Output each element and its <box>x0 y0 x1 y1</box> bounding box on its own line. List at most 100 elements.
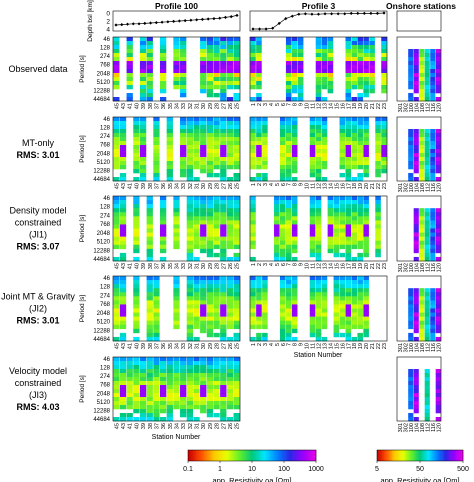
heatmap-cell <box>256 125 262 130</box>
heatmap-cell <box>279 220 286 225</box>
period-axis-label: Period [s] <box>79 295 86 323</box>
station-tick-label: 26 <box>228 183 234 189</box>
colorbar-swatch <box>429 450 432 461</box>
heatmap-cell <box>369 49 375 54</box>
heatmap-cell <box>279 236 286 241</box>
heatmap-cell <box>345 328 352 334</box>
heatmap-cell <box>200 224 207 229</box>
heatmap-frame <box>396 36 442 102</box>
heatmap-cell <box>375 125 381 130</box>
heatmap-cell <box>213 77 220 82</box>
station-tick-label: 104 <box>414 183 420 192</box>
heatmap-cell <box>180 409 187 414</box>
heatmap-cell <box>357 41 363 46</box>
heatmap-cell <box>309 332 316 338</box>
heatmap-cell <box>315 53 322 58</box>
period-tick-label: 274 <box>100 54 111 60</box>
heatmap-cell <box>351 300 358 305</box>
heatmap-cell <box>408 296 414 301</box>
heatmap-cell <box>435 137 441 142</box>
station-tick-label: 13 <box>322 103 328 109</box>
heatmap-cell <box>200 81 207 86</box>
heatmap-cell <box>435 409 441 414</box>
heatmap-cell <box>206 57 214 62</box>
heatmap-cell <box>430 232 436 237</box>
station-tick-label: 108 <box>420 263 426 272</box>
heatmap-cell <box>413 53 419 58</box>
heatmap-cell <box>327 41 334 46</box>
station-tick-label: 23 <box>382 263 388 269</box>
heatmap-cell <box>173 57 180 62</box>
heatmap-cell <box>220 300 227 305</box>
heatmap-cell <box>291 49 298 54</box>
heatmap-cell <box>309 240 316 246</box>
station-tick-label: 2 <box>257 263 263 266</box>
heatmap-cell <box>408 389 414 394</box>
station-tick-label: 21 <box>370 103 376 109</box>
heatmap-cell <box>250 216 256 221</box>
heatmap-cell <box>357 121 363 126</box>
heatmap-cell <box>321 45 328 50</box>
heatmap-cell <box>435 81 441 86</box>
heatmap-cell <box>126 41 133 46</box>
heatmap-cell <box>339 324 346 330</box>
period-tick-label: 2048 <box>97 231 111 237</box>
heatmap-cell <box>250 244 256 250</box>
heatmap-cell <box>309 308 316 313</box>
heatmap-cell <box>173 212 180 217</box>
heatmap-cell <box>220 77 227 82</box>
heatmap-cell <box>139 361 147 366</box>
heatmap-cell <box>173 361 180 366</box>
heatmap-cell <box>321 85 328 90</box>
heatmap-cell <box>430 316 436 321</box>
heatmap-cell <box>186 381 194 386</box>
heatmap-cell <box>173 196 180 201</box>
heatmap-cell <box>139 65 147 70</box>
heatmap-cell <box>291 308 298 313</box>
heatmap-cell <box>220 377 227 382</box>
heatmap-cell <box>220 81 227 86</box>
heatmap-cell <box>226 316 234 321</box>
heatmap-cell <box>213 200 220 205</box>
heatmap-cell <box>193 312 200 317</box>
heatmap-cell <box>333 228 340 233</box>
heatmap-cell <box>250 153 256 158</box>
row-label-line: Density model <box>9 206 66 216</box>
heatmap-cell <box>413 89 419 94</box>
station-tick-label: 25 <box>235 423 241 429</box>
colorbar-swatch <box>208 450 211 461</box>
heatmap-cell <box>153 129 160 134</box>
heatmap-cell <box>200 216 207 221</box>
heatmap-cell <box>413 248 419 254</box>
heatmap-cell <box>315 320 322 326</box>
heatmap-cell <box>274 256 280 262</box>
heatmap-cell <box>435 381 441 386</box>
heatmap-cell <box>213 125 220 130</box>
heatmap-cell <box>430 169 436 174</box>
heatmap-cell <box>419 232 425 237</box>
colorbar-swatch <box>234 450 237 461</box>
heatmap-cell <box>193 365 200 370</box>
heatmap-cell <box>333 284 340 289</box>
colorbar-swatch <box>204 450 206 461</box>
colorbar-swatch <box>221 450 224 461</box>
heatmap-cell <box>139 373 147 378</box>
heatmap-cell <box>186 385 194 390</box>
heatmap-cell <box>206 389 214 394</box>
heatmap-cell <box>193 232 200 237</box>
heatmap-cell <box>166 129 173 134</box>
colorbar-swatch <box>264 450 267 461</box>
heatmap-cell <box>381 141 387 146</box>
heatmap-cell <box>321 121 328 126</box>
heatmap-cell <box>274 236 280 241</box>
heatmap-cell <box>413 328 419 334</box>
heatmap-cell <box>279 149 286 154</box>
station-tick-label: 7 <box>287 103 293 106</box>
heatmap-cell <box>233 252 240 258</box>
heatmap-cell <box>321 61 328 66</box>
heatmap-cell <box>193 405 200 410</box>
heatmap-cell <box>279 212 286 217</box>
heatmap-cell <box>213 153 220 158</box>
heatmap-cell <box>173 45 180 50</box>
heatmap-cell <box>119 117 127 122</box>
